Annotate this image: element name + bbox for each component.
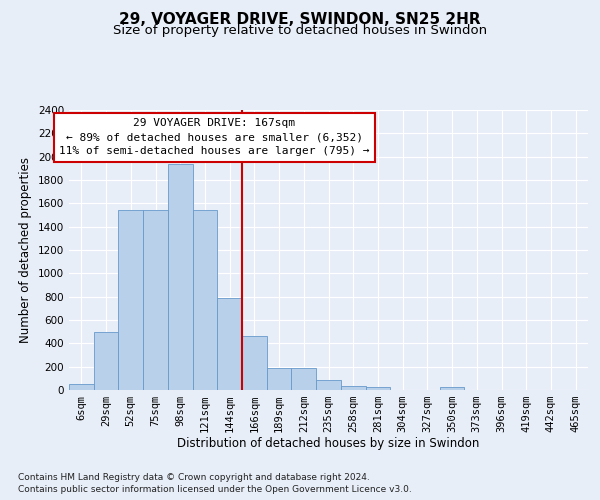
Bar bbox=[316, 380, 341, 390]
Bar bbox=[193, 210, 217, 390]
Text: 29, VOYAGER DRIVE, SWINDON, SN25 2HR: 29, VOYAGER DRIVE, SWINDON, SN25 2HR bbox=[119, 12, 481, 28]
Text: Size of property relative to detached houses in Swindon: Size of property relative to detached ho… bbox=[113, 24, 487, 37]
Bar bbox=[143, 210, 168, 390]
Bar bbox=[217, 298, 242, 390]
Bar bbox=[118, 210, 143, 390]
Bar bbox=[440, 388, 464, 390]
Y-axis label: Number of detached properties: Number of detached properties bbox=[19, 157, 32, 343]
Bar bbox=[365, 386, 390, 390]
Bar bbox=[94, 332, 118, 390]
Bar bbox=[341, 386, 365, 390]
Bar bbox=[69, 384, 94, 390]
Bar bbox=[267, 368, 292, 390]
Bar bbox=[168, 164, 193, 390]
Bar bbox=[242, 336, 267, 390]
Text: 29 VOYAGER DRIVE: 167sqm
← 89% of detached houses are smaller (6,352)
11% of sem: 29 VOYAGER DRIVE: 167sqm ← 89% of detach… bbox=[59, 118, 370, 156]
Text: Contains public sector information licensed under the Open Government Licence v3: Contains public sector information licen… bbox=[18, 485, 412, 494]
Bar bbox=[292, 368, 316, 390]
X-axis label: Distribution of detached houses by size in Swindon: Distribution of detached houses by size … bbox=[178, 436, 479, 450]
Text: Contains HM Land Registry data © Crown copyright and database right 2024.: Contains HM Land Registry data © Crown c… bbox=[18, 472, 370, 482]
